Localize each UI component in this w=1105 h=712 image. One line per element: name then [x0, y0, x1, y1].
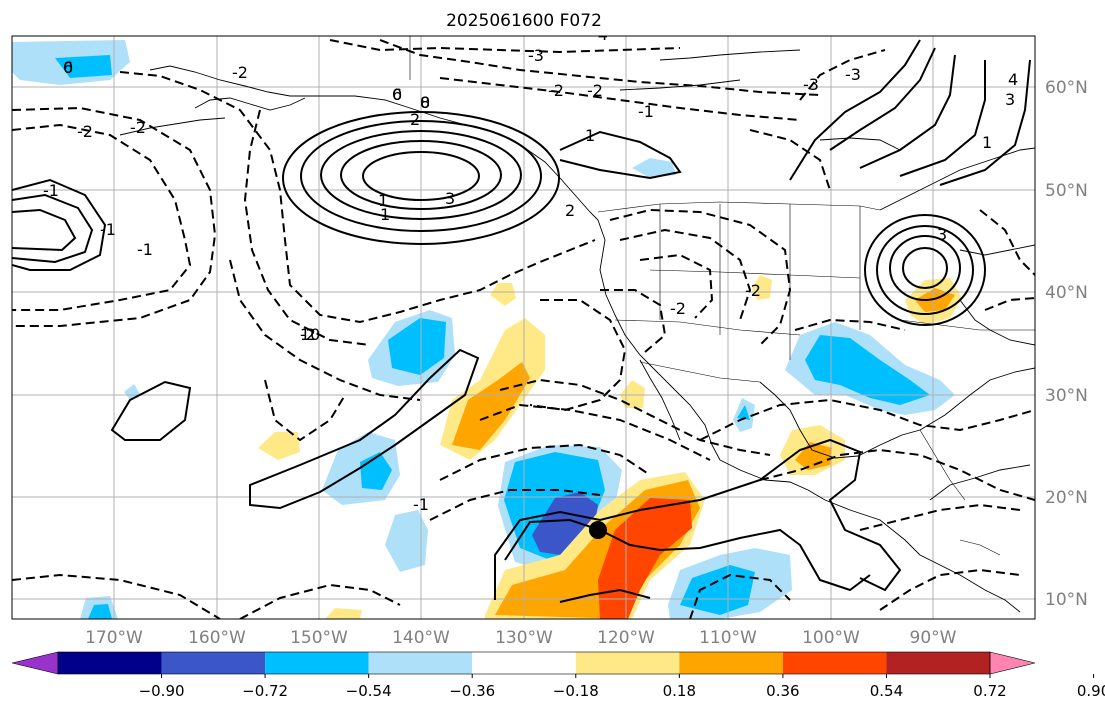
latitude-tick-label: 30°N: [1045, 386, 1088, 406]
location-marker: [589, 521, 607, 539]
contour-value-label: -1: [43, 181, 59, 200]
colorbar-extend-max: [989, 651, 1036, 675]
longitude-tick-label: 170°W: [85, 628, 143, 648]
latitude-tick-label: 20°N: [1045, 488, 1088, 508]
latitude-labels: 60°N 50°N 40°N 30°N 20°N 10°N: [1045, 78, 1088, 610]
colorbar-tick-label: −0.36: [449, 682, 495, 700]
colorbar-swatch: [575, 652, 680, 674]
contour-value-label: 1: [982, 133, 992, 152]
colorbar-tick-label: 0.18: [663, 682, 696, 700]
positive-contours: [12, 39, 1031, 603]
contour-value-label: -2: [232, 63, 248, 82]
contour-value-label: 4: [1008, 70, 1018, 89]
colorbar-swatch: [472, 652, 576, 674]
longitude-tick-label: 130°W: [495, 628, 553, 648]
colorbar-extend-min: [11, 651, 59, 675]
anomaly-fill-layer: [12, 40, 962, 619]
latitude-tick-label: 60°N: [1045, 78, 1088, 98]
latitude-tick-label: 10°N: [1045, 590, 1088, 610]
colorbar-tick-label: 0.54: [870, 682, 903, 700]
contour-value-label: -3: [845, 65, 861, 84]
contour-label-layer: 00 0-2-2-2-2-2 -2-2-2-3-3-3-1-1-1-1-1-4221…: [43, 25, 1018, 514]
contour-value-label: 2: [410, 110, 420, 129]
contour-value-label: -2: [77, 122, 93, 141]
map-title: 2025061600 F072: [446, 11, 602, 31]
colorbar-swatch: [679, 652, 783, 674]
longitude-tick-label: 140°W: [392, 628, 450, 648]
contour-value-label: 3: [937, 225, 947, 244]
contour-value-label: 1: [585, 126, 595, 145]
longitude-tick-label: 160°W: [188, 628, 246, 648]
longitude-tick-label: 150°W: [290, 628, 348, 648]
contour-value-label: 1: [380, 205, 390, 224]
contour-value-label: -3: [528, 46, 544, 65]
contour-value-label: -1: [413, 495, 429, 514]
colorbar-tick-label: 0.72: [973, 682, 1006, 700]
negative-contours: [12, 39, 1035, 619]
contour-value-label: 10: [300, 325, 320, 344]
contour-value-label: -1: [100, 220, 116, 239]
contour-value-label: 3: [1005, 90, 1015, 109]
contour-value-label: -2: [745, 281, 761, 300]
coastlines: [119, 49, 1035, 613]
latitude-tick-label: 40°N: [1045, 283, 1088, 303]
contour-value-label: 6: [392, 85, 402, 104]
contour-value-label: 0: [63, 58, 73, 77]
longitude-tick-label: 100°W: [802, 628, 860, 648]
colorbar-swatch: [161, 652, 266, 674]
colorbar-swatch: [886, 652, 990, 674]
contour-value-label: -2: [130, 118, 146, 137]
contour-value-label: -2: [300, 325, 316, 344]
colorbar-tick-label: −0.72: [242, 682, 288, 700]
longitude-tick-label: 120°W: [597, 628, 655, 648]
colorbar-swatch: [58, 652, 162, 674]
contour-value-label: 8: [420, 93, 430, 112]
contour-value-label: 6: [63, 58, 73, 77]
contour-value-label: 0: [420, 93, 430, 112]
contour-value-label: 3: [445, 189, 455, 208]
contour-value-label: 1: [378, 191, 388, 210]
contour-value-label: -2: [670, 299, 686, 318]
contour-value-label: 2: [565, 201, 575, 220]
longitude-labels: 170°W 160°W 150°W 140°W 130°W 120°W 110°W 100°W…: [85, 628, 957, 648]
contour-value-label: -4: [592, 25, 608, 44]
colorbar-outline: [57, 651, 991, 675]
colorbar-tick-label: −0.18: [553, 682, 599, 700]
colorbar-swatch: [368, 652, 473, 674]
colorbar-swatch: [782, 652, 887, 674]
map-border: [11, 35, 1036, 620]
latitude-tick-label: 50°N: [1045, 181, 1088, 201]
colorbar: −0.90 −0.72 −0.54 −0.36 −0.18 0.18 0.36 0.54 0.7…: [11, 651, 1105, 700]
contour-value-label: -1: [638, 102, 654, 121]
longitude-tick-label: 110°W: [699, 628, 757, 648]
colorbar-tick-label: −0.54: [346, 682, 392, 700]
contour-value-label: -1: [137, 240, 153, 259]
colorbar-tick-label: 0.90: [1077, 682, 1105, 700]
map-panel: 00 0-2-2-2-2-2 -2-2-2-3-3-3-1-1-1-1-1-4221…: [11, 25, 1036, 620]
contour-value-label: -3: [803, 75, 819, 94]
contour-value-label: 0: [392, 85, 402, 104]
colorbar-tick-label: −0.90: [139, 682, 185, 700]
colorbar-swatch: [265, 652, 369, 674]
contour-value-label: -2: [587, 81, 603, 100]
longitude-tick-label: 90°W: [910, 628, 957, 648]
contour-value-label: -2: [548, 81, 564, 100]
colorbar-tick-label: 0.36: [766, 682, 799, 700]
